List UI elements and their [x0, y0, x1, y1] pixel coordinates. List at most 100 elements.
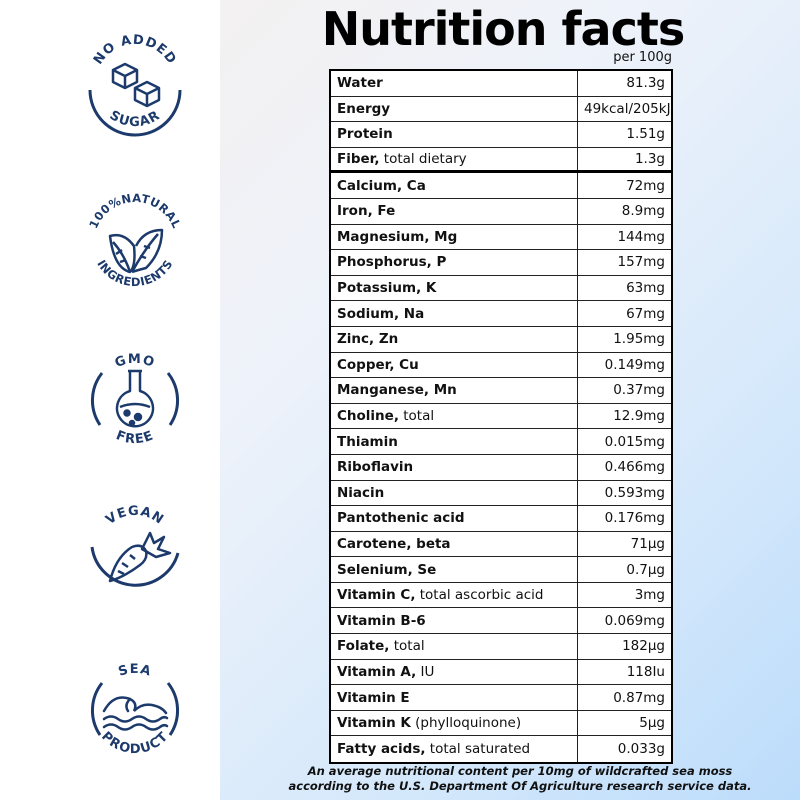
- nutrient-label: Potassium, K: [337, 280, 437, 297]
- nutrient-value: 0.593mg: [604, 484, 665, 501]
- table-row: Fiber, total dietary 1.3g: [331, 147, 671, 174]
- footnote: An average nutritional content per 10mg …: [270, 764, 770, 794]
- nutrient-qualifier: total saturated: [425, 741, 531, 758]
- table-row: Zinc, Zn 1.95mg: [331, 326, 671, 353]
- nutrient-value: 0.033g: [617, 741, 665, 758]
- nutrient-label: Vitamin B-6: [337, 612, 426, 629]
- nutrient-name: Vitamin C, total ascorbic acid: [331, 582, 578, 608]
- table-row: Calcium, Ca 72mg: [331, 173, 671, 199]
- nutrient-value: 12.9mg: [613, 408, 665, 425]
- nutrient-label: Phosphorus, P: [337, 254, 447, 271]
- nutrient-label: Vitamin E: [337, 689, 410, 706]
- table-row: Potassium, K 63mg: [331, 275, 671, 302]
- svg-text:NO ADDED: NO ADDED: [91, 33, 179, 68]
- nutrient-label: Manganese, Mn: [337, 382, 457, 399]
- nutrient-value: 0.87mg: [613, 689, 665, 706]
- nutrient-value: 182μg: [622, 638, 665, 655]
- nutrient-value: 0.466mg: [604, 459, 665, 476]
- nutrient-value: 0.149mg: [604, 356, 665, 373]
- nutrient-name: Carotene, beta: [331, 531, 578, 557]
- badge-gmo-free: GMO FREE: [80, 345, 190, 455]
- table-row: Niacin 0.593mg: [331, 480, 671, 507]
- svg-text:100%NATURAL: 100%NATURAL: [86, 191, 184, 231]
- table-row: Fatty acids, total saturated 0.033g: [331, 736, 671, 763]
- table-row: Carotene, beta 71μg: [331, 531, 671, 558]
- nutrient-value: 144mg: [617, 228, 666, 245]
- nutrient-name: Choline, total: [331, 403, 578, 429]
- badge-column: NO ADDED SUGAR 100%NATURAL INGREDIENTS: [0, 0, 220, 800]
- nutrient-label: Iron, Fe: [337, 203, 396, 220]
- nutrient-value: 0.37mg: [613, 382, 665, 399]
- table-row: Copper, Cu 0.149mg: [331, 352, 671, 379]
- nutrient-name: Sodium, Na: [331, 301, 578, 326]
- table-row: Folate, total 182μg: [331, 634, 671, 660]
- nutrient-value: 5μg: [639, 715, 665, 732]
- nutrient-value: 8.9mg: [621, 203, 665, 220]
- nutrient-label: Magnesium, Mg: [337, 228, 458, 245]
- nutrient-label: Energy: [337, 100, 391, 117]
- table-row: Vitamin E 0.87mg: [331, 685, 671, 711]
- nutrient-name: Zinc, Zn: [331, 326, 578, 352]
- table-row: Vitamin B-6 0.069mg: [331, 608, 671, 635]
- nutrient-name: Vitamin K (phylloquinone): [331, 710, 578, 736]
- nutrient-label: Pantothenic acid: [337, 510, 465, 527]
- nutrient-name: Fatty acids, total saturated: [331, 736, 578, 763]
- nutrient-label: Water: [337, 75, 383, 92]
- nutrient-label: Zinc, Zn: [337, 331, 399, 348]
- sugar-cubes-icon: [111, 62, 161, 108]
- badge-top-text: NO ADDED: [91, 33, 178, 68]
- nutrient-value: 1.3g: [634, 151, 665, 168]
- nutrient-name: Water: [331, 71, 578, 96]
- nutrient-qualifier: total: [389, 638, 425, 655]
- nutrient-name: Magnesium, Mg: [331, 224, 578, 250]
- nutrient-name: Riboflavin: [331, 454, 578, 480]
- nutrient-name: Vitamin A, IU: [331, 659, 578, 685]
- table-row: Vitamin C, total ascorbic acid 3mg: [331, 582, 671, 609]
- nutrient-label: Folate,: [337, 638, 390, 655]
- svg-text:FREE: FREE: [114, 428, 156, 447]
- badge-top-text: 100%NATURAL: [86, 191, 183, 231]
- nutrient-name: Fiber, total dietary: [331, 147, 578, 171]
- nutrient-label: Selenium, Se: [337, 561, 437, 578]
- table-row: Sodium, Na 67mg: [331, 301, 671, 327]
- badge-no-added-sugar: NO ADDED SUGAR: [80, 28, 190, 138]
- svg-text:SEA: SEA: [117, 662, 154, 680]
- svg-text:GMO: GMO: [113, 352, 157, 371]
- nutrient-label: Copper, Cu: [337, 356, 419, 373]
- nutrient-value: 0.015mg: [604, 433, 665, 450]
- nutrient-value: 67mg: [626, 305, 665, 322]
- nutrient-label: Vitamin A,: [337, 663, 417, 680]
- nutrient-name: Protein: [331, 122, 578, 147]
- nutrient-name: Manganese, Mn: [331, 378, 578, 403]
- nutrient-value: 71μg: [630, 535, 665, 552]
- per-serving-note: per 100g: [613, 50, 672, 65]
- flask-icon: [115, 369, 155, 428]
- table-row: Energy 49kcal/205kJ: [331, 96, 671, 123]
- nutrient-value: 118Iu: [626, 663, 665, 680]
- nutrient-label: Thiamin: [337, 433, 398, 450]
- badge-sea-product: SEA PRODUCT: [80, 655, 190, 765]
- badge-bottom-text: FREE: [114, 428, 155, 447]
- nutrient-qualifier: IU: [416, 663, 435, 680]
- badge-natural-ingredients: 100%NATURAL INGREDIENTS: [80, 188, 190, 298]
- nutrient-label: Fatty acids,: [337, 741, 426, 758]
- nutrient-value: 72mg: [626, 177, 665, 194]
- svg-text:PRODUCT: PRODUCT: [98, 729, 172, 757]
- nutrient-qualifier: total dietary: [379, 151, 467, 168]
- nutrient-name: Phosphorus, P: [331, 250, 578, 275]
- nutrient-name: Calcium, Ca: [331, 173, 578, 198]
- nutrient-name: Copper, Cu: [331, 352, 578, 378]
- badge-bottom-text: SUGAR: [107, 108, 162, 130]
- footnote-line-2: according to the U.S. Department Of Agri…: [288, 779, 752, 793]
- nutrient-name: Iron, Fe: [331, 198, 578, 224]
- leaves-icon: [108, 228, 164, 274]
- table-row: Vitamin K (phylloquinone) 5μg: [331, 710, 671, 737]
- nutrient-label: Fiber,: [337, 151, 380, 168]
- table-row: Magnesium, Mg 144mg: [331, 224, 671, 251]
- nutrient-name: Selenium, Se: [331, 557, 578, 582]
- nutrient-label: Niacin: [337, 484, 385, 501]
- nutrient-label: Protein: [337, 126, 393, 143]
- nutrient-qualifier: total: [398, 408, 435, 425]
- nutrient-name: Folate, total: [331, 634, 578, 659]
- nutrient-label: Calcium, Ca: [337, 177, 426, 194]
